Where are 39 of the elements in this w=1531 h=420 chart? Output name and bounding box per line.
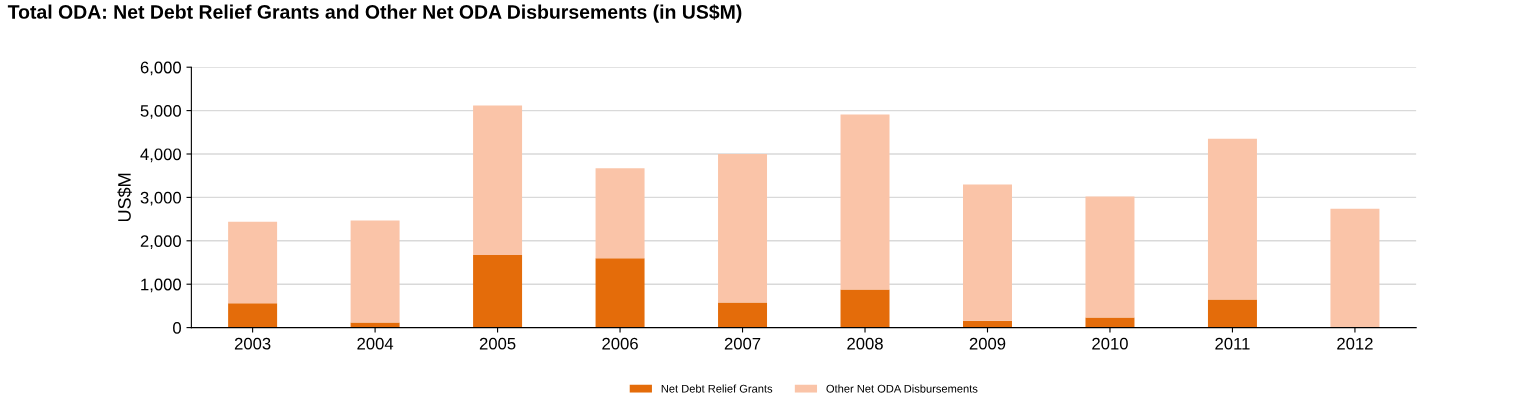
x-tick-label: 2011 xyxy=(1215,337,1250,350)
bar xyxy=(1085,317,1135,328)
bar xyxy=(595,168,645,259)
x-tick-label: 2003 xyxy=(234,337,271,350)
y-tick-label: 6,000 xyxy=(140,61,182,76)
bar xyxy=(840,289,890,328)
bar xyxy=(228,221,278,304)
y-axis-title: US$M xyxy=(117,173,132,222)
bar xyxy=(963,184,1012,321)
x-tick-label: 2009 xyxy=(969,337,1006,350)
bar xyxy=(718,154,768,303)
y-tick-label: 3,000 xyxy=(140,191,182,206)
y-tick-label: 1,000 xyxy=(141,278,182,293)
legend-label: Other Net ODA Disbursements xyxy=(826,384,978,393)
bar xyxy=(840,114,890,290)
bar xyxy=(595,258,645,328)
x-tick-label: 2004 xyxy=(357,337,394,350)
bar xyxy=(1207,138,1257,300)
y-tick-label: 5,000 xyxy=(140,105,182,119)
x-tick-label: 2005 xyxy=(479,337,516,350)
bar xyxy=(350,220,400,323)
legend-label: Net Debt Relief Grants xyxy=(661,384,773,393)
bar xyxy=(350,322,400,328)
chart-title: Total ODA: Net Debt Relief Grants and Other Net ODA Disbursements (in US$M) xyxy=(7,4,742,23)
y-tick-label: 4,000 xyxy=(140,148,182,163)
x-tick-label: 2007 xyxy=(724,337,761,350)
bar xyxy=(228,303,278,328)
y-tick-label: 0 xyxy=(173,322,181,334)
x-tick-label: 2006 xyxy=(602,337,638,350)
bar xyxy=(473,255,523,328)
x-tick-label: 2008 xyxy=(847,337,883,350)
y-tick-label: 2,000 xyxy=(140,235,182,249)
x-tick-label: 2010 xyxy=(1092,337,1128,350)
bar xyxy=(473,105,523,256)
bar xyxy=(1207,299,1257,328)
x-tick-label: 2012 xyxy=(1337,337,1373,350)
bar xyxy=(718,302,768,328)
bar xyxy=(1085,196,1135,318)
bar xyxy=(1330,208,1380,328)
